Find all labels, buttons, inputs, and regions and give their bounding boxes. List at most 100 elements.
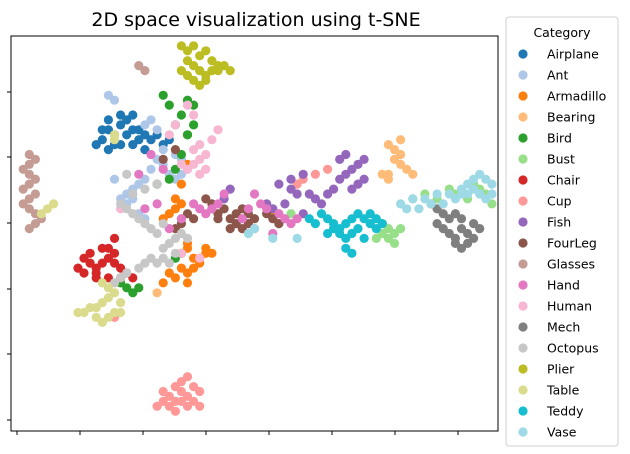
legend-label: Fish bbox=[547, 215, 571, 230]
data-point bbox=[219, 61, 229, 71]
data-point bbox=[140, 174, 150, 184]
data-point bbox=[444, 214, 454, 224]
data-point bbox=[158, 278, 168, 288]
data-point bbox=[396, 159, 406, 169]
data-point bbox=[182, 268, 193, 278]
data-point bbox=[158, 219, 168, 229]
data-point bbox=[97, 278, 107, 288]
data-point bbox=[189, 199, 199, 209]
legend-label: Cup bbox=[547, 194, 572, 209]
data-point bbox=[122, 204, 132, 214]
data-point bbox=[182, 401, 193, 411]
data-point bbox=[402, 164, 412, 174]
data-point bbox=[189, 159, 199, 169]
data-point bbox=[164, 209, 174, 219]
data-point bbox=[140, 130, 150, 140]
data-point bbox=[280, 214, 290, 224]
legend-marker bbox=[518, 112, 528, 122]
data-point bbox=[97, 125, 107, 135]
data-point bbox=[487, 189, 497, 199]
data-point bbox=[274, 179, 284, 189]
data-point bbox=[176, 228, 186, 239]
data-point bbox=[152, 288, 162, 298]
data-point bbox=[195, 154, 205, 164]
data-point bbox=[225, 66, 235, 76]
data-point bbox=[414, 204, 424, 214]
legend-marker bbox=[518, 322, 528, 332]
data-point bbox=[323, 228, 333, 239]
data-point bbox=[481, 194, 491, 204]
data-point bbox=[140, 120, 150, 130]
data-point bbox=[182, 164, 193, 174]
data-point bbox=[335, 154, 345, 164]
data-point bbox=[140, 184, 150, 194]
legend: Category Airplane Ant Armadillo Bearing Bird… bbox=[505, 16, 619, 447]
data-point bbox=[24, 204, 34, 214]
data-point bbox=[116, 307, 126, 318]
data-point bbox=[359, 174, 369, 184]
data-point bbox=[164, 238, 174, 248]
legend-label: Teddy bbox=[546, 404, 584, 419]
legend-label: Armadillo bbox=[547, 89, 606, 104]
data-point bbox=[371, 233, 381, 243]
data-point bbox=[438, 224, 448, 234]
data-point bbox=[207, 204, 217, 214]
legend-label: Table bbox=[546, 383, 580, 398]
data-point bbox=[292, 233, 302, 243]
data-point bbox=[182, 391, 193, 401]
legend-marker bbox=[518, 217, 528, 227]
data-point bbox=[475, 189, 485, 199]
data-point bbox=[353, 159, 363, 169]
data-point bbox=[164, 130, 174, 140]
data-point bbox=[116, 263, 126, 273]
legend-marker bbox=[518, 427, 528, 437]
data-point bbox=[262, 204, 272, 214]
data-point bbox=[316, 209, 327, 219]
data-point bbox=[243, 204, 253, 214]
data-point bbox=[213, 125, 223, 135]
data-point bbox=[146, 115, 156, 125]
data-point bbox=[450, 238, 460, 248]
data-point bbox=[189, 145, 199, 155]
series-fish bbox=[219, 149, 369, 219]
data-point bbox=[432, 219, 442, 229]
data-point bbox=[335, 174, 345, 184]
data-point bbox=[396, 224, 406, 234]
data-point bbox=[201, 75, 211, 85]
legend-marker bbox=[518, 343, 528, 353]
data-point bbox=[353, 179, 363, 189]
data-point bbox=[195, 386, 205, 397]
legend-marker bbox=[518, 406, 528, 416]
series-bearing bbox=[152, 135, 418, 298]
data-point bbox=[158, 243, 168, 253]
data-point bbox=[286, 174, 296, 184]
data-point bbox=[85, 258, 95, 268]
data-point bbox=[116, 273, 126, 283]
data-point bbox=[128, 189, 138, 199]
data-point bbox=[189, 75, 199, 85]
legend-marker bbox=[518, 259, 528, 269]
data-point bbox=[85, 303, 95, 313]
data-point bbox=[195, 169, 205, 179]
data-point bbox=[182, 372, 193, 382]
data-point bbox=[487, 199, 497, 209]
data-point bbox=[158, 90, 168, 100]
data-point bbox=[450, 194, 460, 204]
data-point bbox=[170, 273, 180, 283]
data-point bbox=[456, 243, 467, 253]
data-point bbox=[469, 219, 479, 229]
data-point bbox=[158, 253, 168, 263]
data-point bbox=[201, 46, 211, 56]
data-point bbox=[24, 224, 34, 234]
data-point bbox=[359, 214, 369, 224]
data-point bbox=[182, 70, 193, 81]
legend-label: Bearing bbox=[547, 110, 595, 125]
legend-label: Glasses bbox=[547, 257, 595, 272]
data-point bbox=[225, 184, 235, 194]
data-point bbox=[201, 194, 211, 204]
data-point bbox=[341, 243, 351, 253]
data-point bbox=[128, 140, 138, 150]
data-point bbox=[152, 258, 162, 268]
data-point bbox=[450, 209, 460, 219]
data-point bbox=[128, 273, 138, 283]
